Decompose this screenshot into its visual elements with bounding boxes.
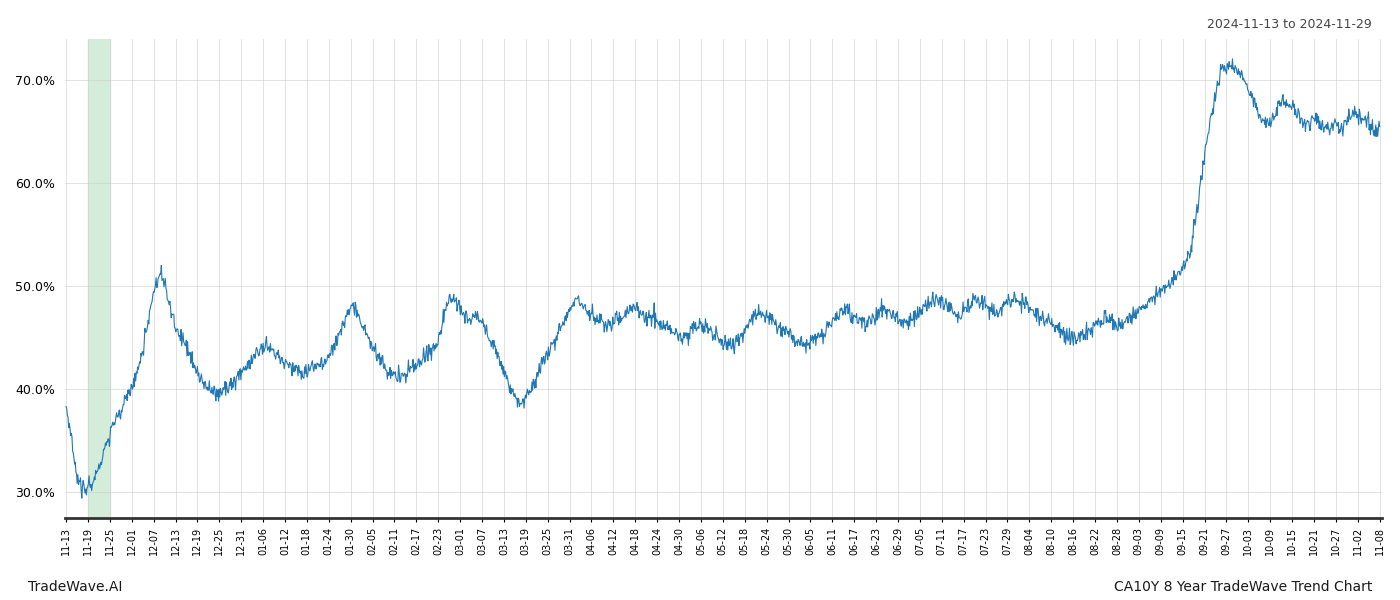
Text: 2024-11-13 to 2024-11-29: 2024-11-13 to 2024-11-29 bbox=[1207, 18, 1372, 31]
Bar bbox=[88, 39, 109, 518]
Text: CA10Y 8 Year TradeWave Trend Chart: CA10Y 8 Year TradeWave Trend Chart bbox=[1113, 580, 1372, 594]
Text: TradeWave.AI: TradeWave.AI bbox=[28, 580, 122, 594]
